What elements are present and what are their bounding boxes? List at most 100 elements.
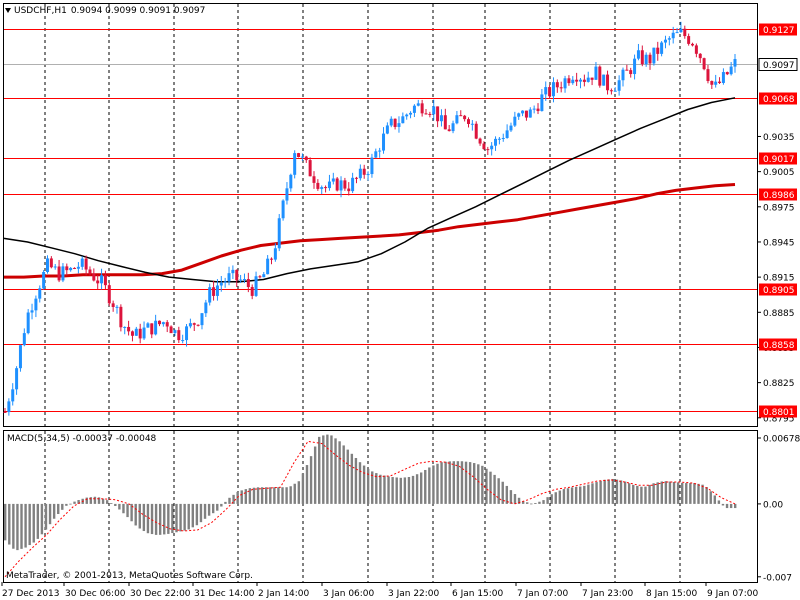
macd-histogram-bar bbox=[12, 503, 15, 549]
candle-bear bbox=[590, 77, 594, 80]
macd-histogram-bar bbox=[232, 494, 235, 504]
macd-histogram-bar bbox=[644, 486, 647, 504]
candle-bull bbox=[80, 258, 84, 267]
macd-histogram-bar bbox=[501, 481, 504, 504]
macd-histogram-bar bbox=[8, 503, 11, 545]
candle-bull bbox=[617, 80, 621, 91]
time-tick-label: 27 Dec 2013 bbox=[2, 589, 60, 599]
candle-bull bbox=[181, 340, 185, 342]
candle-bull bbox=[579, 79, 583, 82]
price-tick-label: 0.8915 bbox=[763, 274, 795, 284]
macd-histogram-bar bbox=[297, 481, 301, 504]
candle-bear bbox=[127, 326, 131, 332]
candle-bull bbox=[142, 327, 146, 339]
macd-histogram-bar bbox=[338, 441, 341, 504]
macd-histogram-bar bbox=[652, 483, 655, 504]
candle-bull bbox=[358, 168, 362, 179]
candle-bull bbox=[663, 39, 667, 43]
candle-bear bbox=[308, 160, 312, 177]
candle-bull bbox=[470, 123, 474, 125]
macd-histogram-bar bbox=[122, 503, 125, 514]
level-label: 0.8858 bbox=[763, 341, 795, 351]
candle-bear bbox=[598, 66, 602, 86]
candle-bull bbox=[154, 320, 158, 335]
candle-bull bbox=[300, 156, 304, 158]
candle-bear bbox=[706, 69, 710, 82]
macd-histogram-bar bbox=[350, 453, 354, 504]
macd-histogram-bar bbox=[689, 483, 692, 504]
candle-bull bbox=[636, 50, 640, 59]
candle-bear bbox=[165, 322, 169, 327]
moving-average-fast-line bbox=[4, 183, 736, 279]
candle-bear bbox=[725, 72, 729, 75]
macd-histogram-bar bbox=[632, 484, 635, 504]
candle-bull bbox=[397, 123, 401, 127]
macd-histogram-bar bbox=[362, 465, 366, 504]
candle-bear bbox=[107, 285, 111, 304]
candle-bull bbox=[173, 330, 177, 334]
candle-bear bbox=[88, 269, 92, 274]
candle-bear bbox=[138, 328, 142, 339]
candle-bull bbox=[490, 145, 494, 150]
macd-histogram-bar bbox=[615, 479, 619, 504]
macd-histogram-bar bbox=[587, 484, 590, 504]
candle-bear bbox=[196, 324, 200, 326]
macd-histogram-bar bbox=[721, 503, 725, 506]
candle-bear bbox=[459, 115, 463, 117]
candle-bull bbox=[412, 105, 416, 113]
candle-bull bbox=[374, 151, 378, 158]
macd-histogram-bar bbox=[24, 503, 27, 548]
macd-histogram-bar bbox=[301, 473, 305, 504]
macd-histogram-bar bbox=[407, 477, 411, 504]
time-tick-label: 30 Dec 06:00 bbox=[65, 589, 126, 599]
macd-histogram-bar bbox=[366, 468, 370, 504]
macd-histogram-bar bbox=[171, 503, 174, 534]
candle-bear bbox=[362, 168, 366, 175]
macd-histogram-bar bbox=[558, 490, 562, 504]
macd-histogram-bar bbox=[57, 503, 60, 515]
macd-histogram-bar bbox=[20, 503, 23, 549]
candle-bear bbox=[687, 36, 691, 44]
macd-histogram-bar bbox=[530, 503, 533, 505]
candle-bear bbox=[420, 103, 424, 114]
macd-histogram-bar bbox=[562, 489, 566, 504]
candle-bull bbox=[69, 267, 73, 271]
macd-histogram-bar bbox=[497, 478, 500, 504]
macd-histogram-bar bbox=[326, 434, 329, 504]
time-tick-label: 7 Jan 23:00 bbox=[582, 589, 634, 599]
macd-histogram-bar bbox=[627, 483, 631, 504]
candle-bull bbox=[208, 287, 212, 303]
candle-bull bbox=[389, 118, 393, 126]
candle-bear bbox=[718, 81, 722, 83]
candle-bull bbox=[517, 113, 521, 117]
macd-histogram-bar bbox=[464, 461, 468, 504]
candle-bull bbox=[451, 123, 455, 132]
macd-histogram-bar bbox=[305, 465, 309, 504]
macd-histogram-bar bbox=[599, 480, 602, 504]
macd-histogram-bar bbox=[460, 461, 464, 504]
macd-histogram-bar bbox=[16, 503, 19, 551]
macd-histogram-bar bbox=[603, 479, 606, 504]
level-label-box bbox=[759, 152, 797, 165]
macd-histogram-bar bbox=[273, 487, 276, 504]
candle-bull bbox=[18, 345, 22, 369]
macd-histogram-bar bbox=[685, 483, 688, 504]
candle-bear bbox=[212, 287, 216, 296]
macd-histogram-bar bbox=[85, 497, 88, 504]
macd-histogram-bar bbox=[489, 471, 492, 504]
macd-histogram-bar bbox=[705, 487, 708, 504]
level-label-box bbox=[759, 23, 797, 36]
chart-menu-dropdown-icon[interactable] bbox=[5, 8, 11, 13]
macd-indicator-label: MACD(5,34,5) -0.00037 -0.00048 bbox=[7, 434, 157, 444]
candle-bull bbox=[61, 266, 65, 281]
macd-histogram-bar bbox=[391, 477, 394, 504]
macd-histogram-bar bbox=[387, 476, 390, 504]
macd-histogram-bar bbox=[265, 487, 268, 504]
macd-histogram-bar bbox=[697, 483, 700, 504]
candle-bull bbox=[34, 298, 38, 311]
macd-histogram-bar bbox=[52, 503, 56, 519]
macd-histogram-bar bbox=[554, 492, 557, 504]
price-tick-label: 0.8825 bbox=[763, 379, 795, 389]
macd-histogram-bar bbox=[664, 481, 668, 504]
